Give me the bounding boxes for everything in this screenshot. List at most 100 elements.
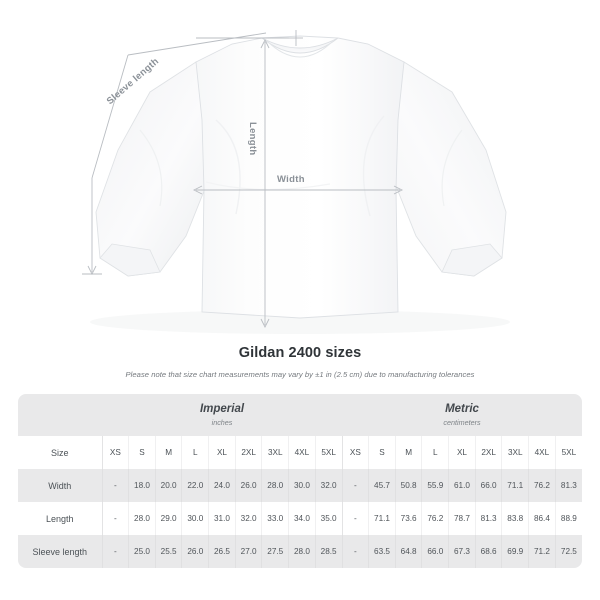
cell-metric-3xl: 83.8 — [501, 502, 529, 535]
size-header-imperial-l: L — [181, 436, 209, 469]
collar — [261, 37, 339, 54]
fold-sleeve-left — [139, 129, 163, 207]
cell-metric-xs: - — [341, 535, 369, 568]
size-header-metric-3xl: 3XL — [501, 436, 529, 469]
size-header-metric-m: M — [394, 436, 422, 469]
cell-imperial-xs: - — [101, 502, 129, 535]
table-row: Sleeve length -25.0 25.5 26.0 26.5 27.0 27.5 28… — [18, 535, 582, 568]
unit-group-row: Imperial inches Metric centimeters — [18, 394, 582, 436]
size-header-imperial-xl: XL — [208, 436, 236, 469]
cell-imperial-xl: 24.0 — [208, 469, 236, 502]
cell-imperial-5xl: 32.0 — [314, 469, 342, 502]
cell-imperial-2xl: 27.0 — [234, 535, 262, 568]
shoulder-tick — [196, 30, 303, 46]
size-header-metric-2xl: 2XL — [474, 436, 502, 469]
cell-metric-4xl: 76.2 — [528, 469, 556, 502]
right-cuff — [441, 243, 503, 277]
cell-imperial-5xl: 35.0 — [314, 502, 342, 535]
unit-row-spacer — [18, 394, 102, 436]
cell-metric-l: 55.9 — [421, 469, 449, 502]
size-header-imperial-5xl: 5XL — [314, 436, 342, 469]
table-row: Length -28.0 29.0 30.0 31.0 32.0 33.0 34.0 35.0-… — [18, 502, 582, 535]
unit-group-name: Metric — [445, 402, 479, 415]
cell-metric-s: 45.7 — [368, 469, 396, 502]
cell-imperial-xl: 31.0 — [208, 502, 236, 535]
left-cuff — [99, 243, 161, 277]
size-chart-table: Imperial inches Metric centimeters Size XS S M L… — [18, 394, 582, 568]
unit-group-subtitle: centimeters — [443, 417, 481, 427]
cell-imperial-4xl: 34.0 — [288, 502, 316, 535]
cell-imperial-s: 25.0 — [128, 535, 156, 568]
size-header-metric-s: S — [368, 436, 396, 469]
cell-metric-5xl: 81.3 — [554, 469, 582, 502]
cell-imperial-m: 25.5 — [154, 535, 182, 568]
fold-left — [215, 119, 241, 215]
unit-group-imperial: Imperial inches — [102, 394, 342, 436]
cell-imperial-5xl: 28.5 — [314, 535, 342, 568]
size-header-imperial-s: S — [128, 436, 156, 469]
size-header-imperial-2xl: 2XL — [234, 436, 262, 469]
title-block: Gildan 2400 sizes Please note that size … — [0, 345, 600, 379]
fold-center — [205, 181, 331, 191]
cell-metric-2xl: 81.3 — [474, 502, 502, 535]
cell-metric-l: 76.2 — [421, 502, 449, 535]
cell-metric-xs: - — [341, 502, 369, 535]
cell-imperial-2xl: 32.0 — [234, 502, 262, 535]
width-dimension-label: Width — [277, 174, 305, 185]
cell-imperial-m: 29.0 — [154, 502, 182, 535]
cell-imperial-xs: - — [101, 535, 129, 568]
cell-metric-2xl: 66.0 — [474, 469, 502, 502]
cell-metric-m: 64.8 — [394, 535, 422, 568]
unit-group-subtitle: inches — [211, 417, 233, 427]
size-header-imperial-3xl: 3XL — [261, 436, 289, 469]
cell-imperial-xs: - — [101, 469, 129, 502]
size-chart-table-container: Imperial inches Metric centimeters Size XS S M L… — [18, 394, 582, 568]
size-header-imperial-4xl: 4XL — [288, 436, 316, 469]
cell-imperial-l: 22.0 — [181, 469, 209, 502]
collar-inner — [265, 39, 335, 58]
unit-group-metric: Metric centimeters — [342, 394, 582, 436]
cell-metric-2xl: 68.6 — [474, 535, 502, 568]
cell-imperial-4xl: 30.0 — [288, 469, 316, 502]
cell-metric-s: 71.1 — [368, 502, 396, 535]
garment-drawing — [82, 30, 507, 329]
cell-imperial-xl: 26.5 — [208, 535, 236, 568]
length-dimension-label: Length — [247, 122, 258, 156]
cell-metric-xl: 78.7 — [448, 502, 476, 535]
cell-imperial-s: 28.0 — [128, 502, 156, 535]
cell-metric-xs: - — [341, 469, 369, 502]
cell-imperial-4xl: 28.0 — [288, 535, 316, 568]
size-header-metric-l: L — [421, 436, 449, 469]
cell-imperial-s: 18.0 — [128, 469, 156, 502]
garment-illustration: Width Length Sleeve length — [82, 30, 507, 329]
size-header-metric-xl: XL — [448, 436, 476, 469]
row-label-sleeve-length: Sleeve length — [18, 535, 102, 568]
page-title: Gildan 2400 sizes — [238, 345, 362, 361]
table-row: Width -18.0 20.0 22.0 24.0 26.0 28.0 30.0 32.0-4… — [18, 469, 582, 502]
cell-metric-m: 50.8 — [394, 469, 422, 502]
cell-imperial-3xl: 33.0 — [261, 502, 289, 535]
cell-imperial-l: 26.0 — [181, 535, 209, 568]
shirt-body — [195, 35, 405, 319]
size-header-metric-5xl: 5XL — [554, 436, 582, 469]
fold-right — [362, 115, 385, 217]
cell-metric-3xl: 71.1 — [501, 469, 529, 502]
cell-metric-4xl: 71.2 — [528, 535, 556, 568]
size-column-header: Size — [18, 436, 102, 469]
size-header-imperial-m: M — [154, 436, 182, 469]
cell-imperial-2xl: 26.0 — [234, 469, 262, 502]
cell-metric-3xl: 69.9 — [501, 535, 529, 568]
row-label-width: Width — [18, 469, 102, 502]
size-header-row: Size XS S M L XL 2XL 3XL 4XL 5XL XS S M L XL 2XL 3XL 4XL 5… — [18, 436, 582, 469]
tolerance-note: Please note that size chart measurements… — [125, 370, 475, 379]
cell-metric-s: 63.5 — [368, 535, 396, 568]
row-label-length: Length — [18, 502, 102, 535]
size-header-metric-xs: XS — [341, 436, 369, 469]
cell-metric-m: 73.6 — [394, 502, 422, 535]
size-header-imperial-xs: XS — [101, 436, 129, 469]
cell-metric-xl: 61.0 — [448, 469, 476, 502]
width-dimension-line — [192, 185, 404, 195]
sleeve-length-dimension-line — [82, 32, 267, 276]
length-dimension-line — [260, 38, 270, 329]
fold-sleeve-right — [441, 129, 463, 207]
